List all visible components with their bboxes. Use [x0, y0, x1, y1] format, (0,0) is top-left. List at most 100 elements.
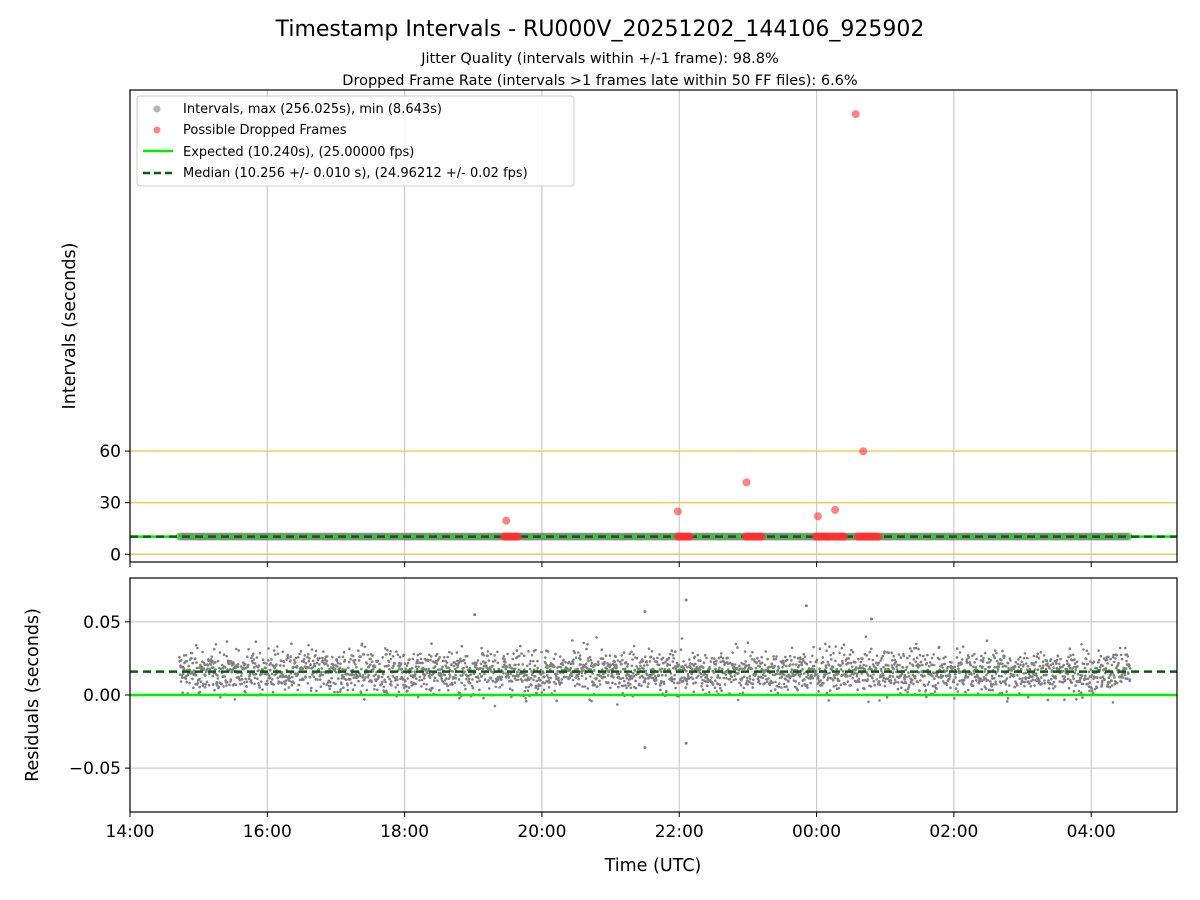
residual-point: [966, 675, 969, 679]
residual-point: [621, 658, 624, 662]
residual-point: [960, 662, 963, 666]
residual-point: [684, 663, 687, 667]
residual-point: [1082, 648, 1085, 651]
residual-point: [877, 661, 881, 664]
residual-point: [981, 665, 984, 668]
residual-point: [1051, 682, 1054, 686]
residual-point: [436, 679, 439, 682]
residual-point: [1026, 695, 1030, 699]
residual-point: [500, 683, 504, 687]
residual-point: [872, 680, 876, 683]
residual-point: [362, 653, 366, 656]
residual-point: [742, 675, 746, 679]
residual-point: [473, 672, 476, 675]
residual-point: [884, 667, 887, 671]
residual-point: [1128, 678, 1132, 681]
residual-point: [917, 671, 921, 674]
residual-point: [552, 657, 556, 661]
residual-point: [685, 670, 688, 673]
residual-point: [1007, 684, 1011, 687]
residual-point: [459, 660, 463, 663]
residual-point: [841, 662, 844, 665]
residual-point: [404, 679, 407, 683]
residual-point: [1084, 677, 1088, 681]
residual-point: [439, 672, 443, 676]
residual-point: [908, 683, 911, 687]
residual-point: [255, 656, 259, 659]
residual-point: [890, 651, 893, 655]
residual-point: [243, 681, 246, 684]
residual-point: [1126, 677, 1129, 680]
residual-point: [798, 660, 801, 663]
residual-point: [271, 678, 274, 681]
residual-point: [715, 659, 718, 663]
residual-point: [751, 650, 754, 654]
residual-point: [540, 691, 544, 694]
residual-point: [321, 673, 325, 677]
residual-point: [837, 686, 841, 690]
residual-point: [784, 655, 787, 659]
residual-point: [615, 665, 618, 668]
residual-point: [1063, 675, 1066, 678]
residual-point: [284, 682, 287, 685]
residual-point: [829, 653, 832, 657]
residual-point: [225, 655, 228, 658]
residual-point: [466, 654, 469, 658]
residual-point: [993, 656, 997, 660]
residual-point: [1114, 657, 1117, 660]
residual-point: [1040, 682, 1044, 685]
bottom-y-tick-label: 0.00: [83, 686, 121, 706]
residual-point: [475, 661, 478, 665]
residual-point: [381, 656, 385, 659]
residual-point: [1086, 677, 1090, 681]
residual-point: [733, 674, 736, 677]
residual-point: [892, 682, 896, 685]
residual-point: [1117, 661, 1120, 665]
legend: Intervals, max (256.025s), min (8.643s) …: [136, 95, 575, 187]
residual-point: [995, 651, 998, 655]
residual-point: [578, 683, 581, 686]
residual-point: [388, 668, 391, 671]
residual-point: [448, 675, 452, 678]
residual-point: [339, 688, 343, 691]
residual-point: [446, 684, 450, 688]
residual-point: [504, 661, 507, 664]
residual-point: [887, 664, 890, 667]
residual-point: [747, 663, 751, 667]
residual-point: [630, 664, 634, 668]
residual-point: [252, 652, 255, 656]
residual-point: [746, 641, 750, 644]
residual-point: [579, 663, 583, 666]
residual-point: [554, 675, 558, 678]
residual-point: [751, 682, 755, 685]
residual-point: [399, 662, 403, 665]
residual-point: [201, 660, 204, 663]
residual-point: [632, 675, 636, 678]
residual-point: [519, 644, 522, 648]
residual-point: [989, 659, 993, 662]
residual-point: [213, 688, 216, 692]
residual-point: [979, 664, 982, 668]
residual-point: [937, 675, 940, 679]
residual-point: [576, 682, 579, 686]
residual-point: [253, 682, 256, 686]
residual-point: [728, 678, 732, 681]
residual-point: [224, 679, 227, 682]
residual-point: [470, 684, 474, 688]
residual-point: [438, 655, 442, 659]
residual-point: [421, 661, 424, 665]
residual-point: [620, 654, 623, 657]
residual-point: [454, 667, 457, 671]
residual-point: [500, 675, 504, 679]
residual-point: [691, 677, 695, 681]
residual-point: [416, 695, 420, 699]
residual-point: [428, 653, 431, 657]
residual-point: [272, 683, 275, 686]
residual-point: [234, 683, 238, 687]
residual-point: [587, 659, 590, 663]
residual-point: [185, 659, 189, 663]
residual-point: [818, 681, 821, 684]
residual-point: [211, 683, 215, 686]
residual-point: [617, 685, 620, 689]
residual-point: [396, 683, 399, 687]
